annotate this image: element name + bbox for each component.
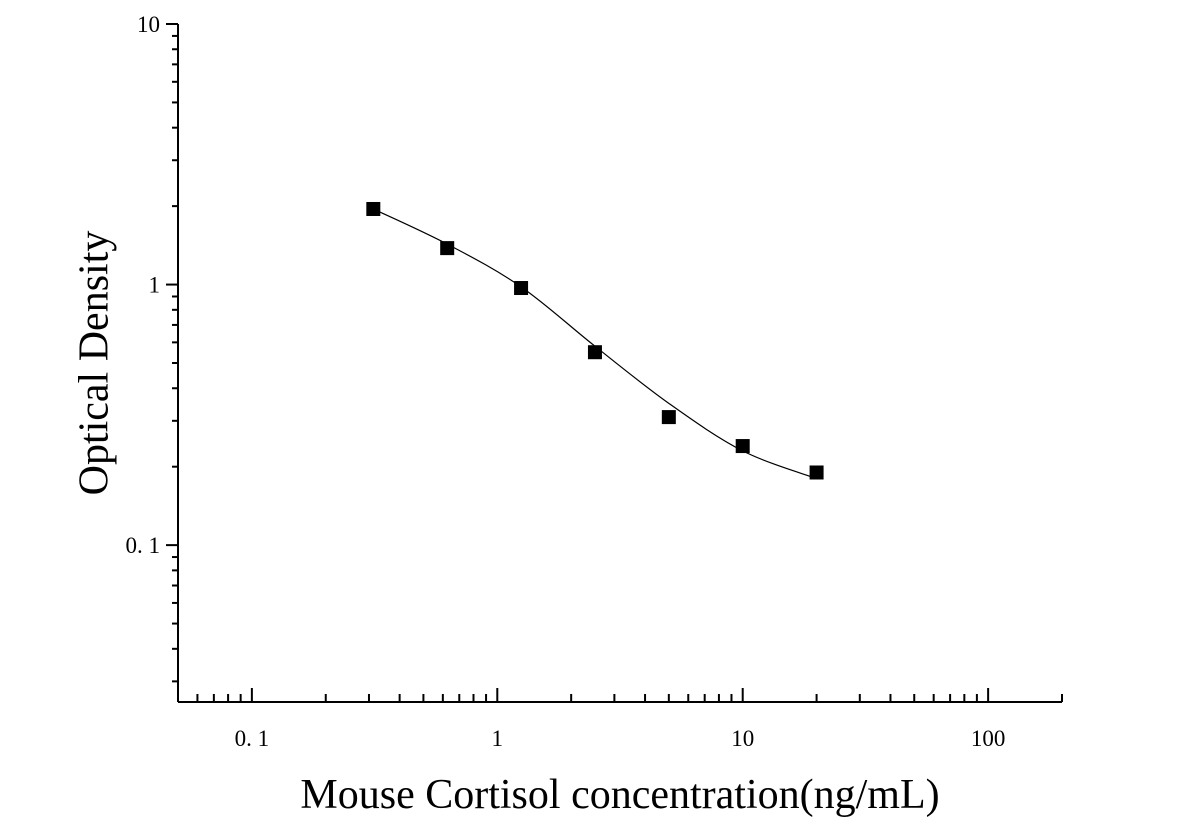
x-axis-title: Mouse Cortisol concentration(ng/mL) [300, 772, 939, 818]
data-point [735, 439, 750, 454]
data-point [809, 465, 824, 480]
y-axis-title: Optical Density [72, 231, 118, 496]
x-tick-label: 10 [731, 726, 754, 751]
fit-curve-layer [373, 208, 817, 480]
fit-curve [373, 208, 817, 480]
x-tick-label: 100 [971, 726, 1006, 751]
y-axis-ticks: 10 1 0. 1 [126, 12, 178, 683]
data-point [587, 345, 602, 360]
data-point [661, 410, 676, 425]
data-point [514, 281, 529, 296]
y-tick-label: 1 [149, 273, 161, 298]
data-point [366, 201, 381, 216]
data-point [440, 241, 455, 256]
x-tick-label: 1 [492, 726, 504, 751]
axes: 0. 1 1 10 100 10 1 0. 1 [126, 12, 1063, 751]
y-tick-label: 0. 1 [126, 533, 161, 558]
x-axis-ticks: 0. 1 1 10 100 [177, 688, 1063, 751]
y-tick-label: 10 [137, 12, 160, 37]
axis-titles: Mouse Cortisol concentration(ng/mL) Opti… [72, 231, 940, 818]
x-tick-label: 0. 1 [235, 726, 270, 751]
data-points-layer [366, 201, 824, 480]
